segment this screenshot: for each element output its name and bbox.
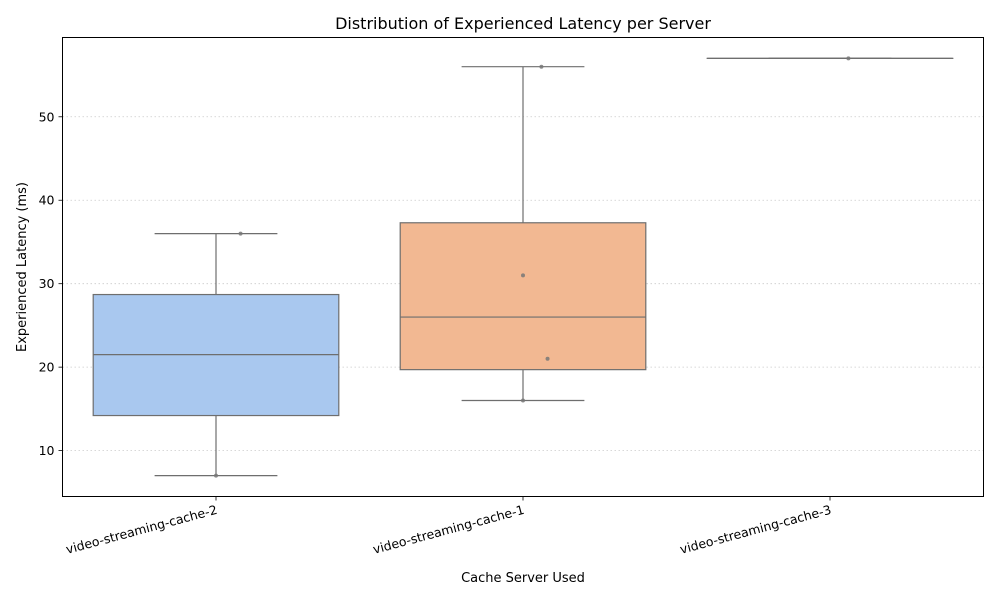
- x-axis: video-streaming-cache-2 video-streaming-c…: [64, 496, 833, 557]
- chart-title: Distribution of Experienced Latency per …: [335, 14, 711, 33]
- data-point: [545, 356, 550, 361]
- data-point: [214, 473, 218, 478]
- data-point: [521, 398, 525, 403]
- data-point: [238, 231, 243, 236]
- x-tick-label: video-streaming-cache-3: [678, 502, 833, 557]
- data-point: [521, 273, 525, 278]
- x-tick-label: video-streaming-cache-2: [64, 502, 219, 557]
- boxes-layer: [92, 57, 954, 477]
- data-point: [539, 64, 544, 69]
- data-point: [846, 56, 851, 61]
- points-layer: [214, 56, 851, 478]
- y-axis: 10 20 30 40 50: [39, 109, 63, 458]
- y-tick-label: 10: [39, 443, 55, 458]
- y-tick-label: 30: [39, 276, 55, 291]
- y-tick-label: 40: [39, 193, 55, 208]
- y-axis-label: Experienced Latency (ms): [15, 182, 30, 352]
- y-tick-label: 20: [39, 360, 55, 375]
- x-axis-label: Cache Server Used: [461, 571, 585, 586]
- x-tick-label: video-streaming-cache-1: [371, 502, 526, 557]
- box-video-streaming-cache-1: [399, 222, 647, 371]
- y-tick-label: 50: [39, 109, 55, 124]
